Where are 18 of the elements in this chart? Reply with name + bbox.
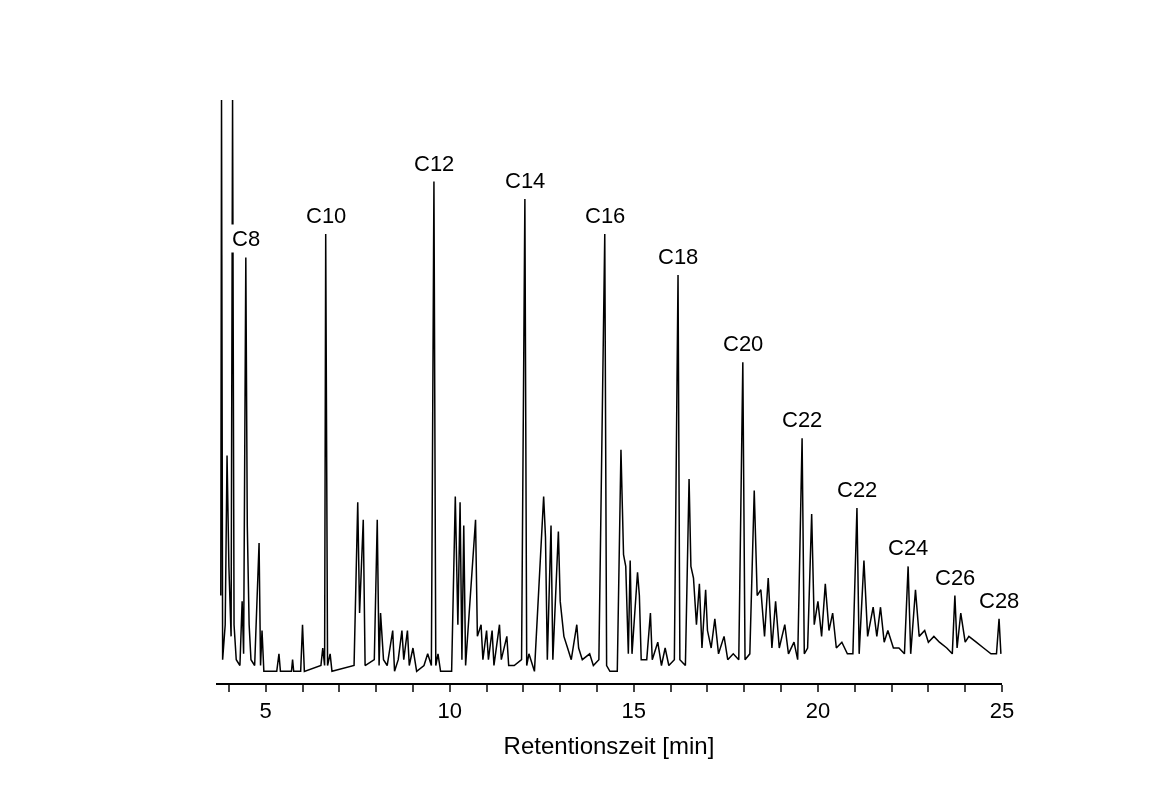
x-tick-label: 5 [259, 698, 272, 724]
x-tick-label: 20 [805, 698, 831, 724]
annotation: C22 [782, 407, 823, 432]
annotation: C24 [888, 535, 929, 560]
annotation: C16 [585, 203, 626, 228]
annotation: C18 [658, 244, 699, 269]
annotation: C10 [306, 203, 347, 228]
annotation: C20 [723, 331, 764, 356]
annotation: C26 [935, 565, 976, 590]
annotation: C12 [414, 151, 455, 176]
annotation: C8 [232, 226, 261, 251]
x-tick-label: 25 [989, 698, 1015, 724]
x-axis-title: Retentionszeit [min] [503, 732, 715, 760]
x-tick-label: 10 [437, 698, 463, 724]
x-tick-label: 15 [621, 698, 647, 724]
annotation: C14 [505, 168, 546, 193]
annotation: C22 [837, 477, 878, 502]
annotation: C28 [979, 588, 1020, 613]
